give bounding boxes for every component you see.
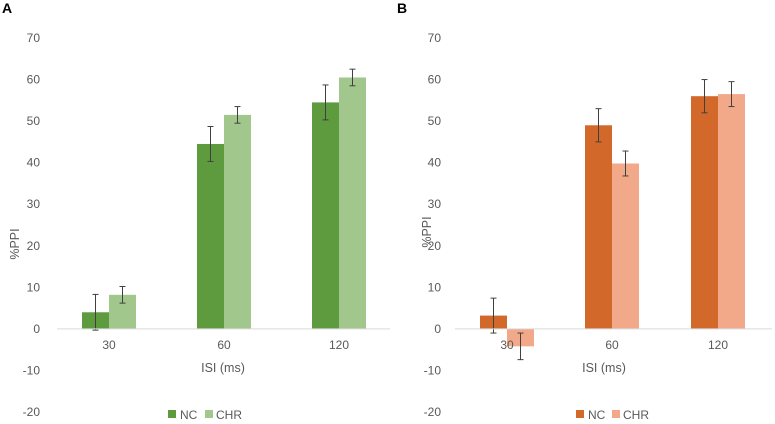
y-tick-label: -20 <box>23 405 41 419</box>
y-axis-title: %PPI <box>8 228 22 259</box>
y-tick-label: 60 <box>428 73 442 87</box>
bar-chr-60 <box>224 114 251 329</box>
bar-nc-60 <box>585 125 612 329</box>
legend-label-chr: CHR <box>623 408 649 422</box>
y-tick-label: 30 <box>27 197 41 211</box>
bar-chr-60 <box>612 163 639 329</box>
legend: NC CHR <box>168 408 242 422</box>
y-tick-label: 40 <box>428 156 442 170</box>
panel-b-chart: B -20 -10 0 10 20 30 40 50 60 70 30 60 120 ISI (ms) %P… <box>397 0 772 422</box>
y-axis-title: %PPI <box>420 216 434 247</box>
bar-chr-120 <box>339 77 366 329</box>
x-tick-label: 60 <box>605 338 619 352</box>
y-tick-label: 50 <box>428 114 442 128</box>
x-tick-label: 30 <box>102 338 116 352</box>
x-tick-label: 120 <box>708 338 728 352</box>
panel-b-letter: B <box>397 0 407 16</box>
legend: NC CHR <box>576 408 649 422</box>
y-tick-label: 10 <box>27 280 41 294</box>
x-axis-title: ISI (ms) <box>582 361 626 375</box>
legend-swatch-chr <box>205 410 213 418</box>
y-tick-label: 30 <box>428 197 442 211</box>
y-tick-label: 70 <box>27 31 41 45</box>
y-tick-label: 50 <box>27 114 41 128</box>
legend-label-nc: NC <box>180 408 198 422</box>
bar-nc-60 <box>197 143 224 329</box>
x-tick-label: 60 <box>217 338 231 352</box>
y-tick-label: -10 <box>23 363 41 377</box>
legend-swatch-nc <box>168 410 176 418</box>
legend-label-nc: NC <box>588 408 606 422</box>
y-tick-label: -10 <box>424 363 442 377</box>
x-tick-label: 30 <box>500 338 514 352</box>
y-tick-label: 0 <box>434 322 441 336</box>
panel-a-chart: A -20 -10 0 10 20 30 40 50 60 70 30 60 120 ISI (ms) %P… <box>2 0 390 422</box>
y-tick-label: 10 <box>428 280 442 294</box>
y-tick-label: 0 <box>33 322 40 336</box>
y-tick-label: 70 <box>428 31 442 45</box>
bar-nc-120 <box>691 96 718 329</box>
y-tick-label: 20 <box>27 239 41 253</box>
legend-swatch-nc <box>576 410 584 418</box>
y-tick-label: 20 <box>428 239 442 253</box>
y-tick-label: 40 <box>27 156 41 170</box>
legend-label-chr: CHR <box>216 408 242 422</box>
y-tick-label: -20 <box>424 405 442 419</box>
panel-a-letter: A <box>2 0 12 16</box>
x-tick-label: 120 <box>329 338 349 352</box>
legend-swatch-chr <box>612 410 620 418</box>
bar-chr-120 <box>718 94 745 329</box>
x-axis-title: ISI (ms) <box>201 361 245 375</box>
bar-nc-120 <box>312 102 339 329</box>
y-tick-label: 60 <box>27 73 41 87</box>
